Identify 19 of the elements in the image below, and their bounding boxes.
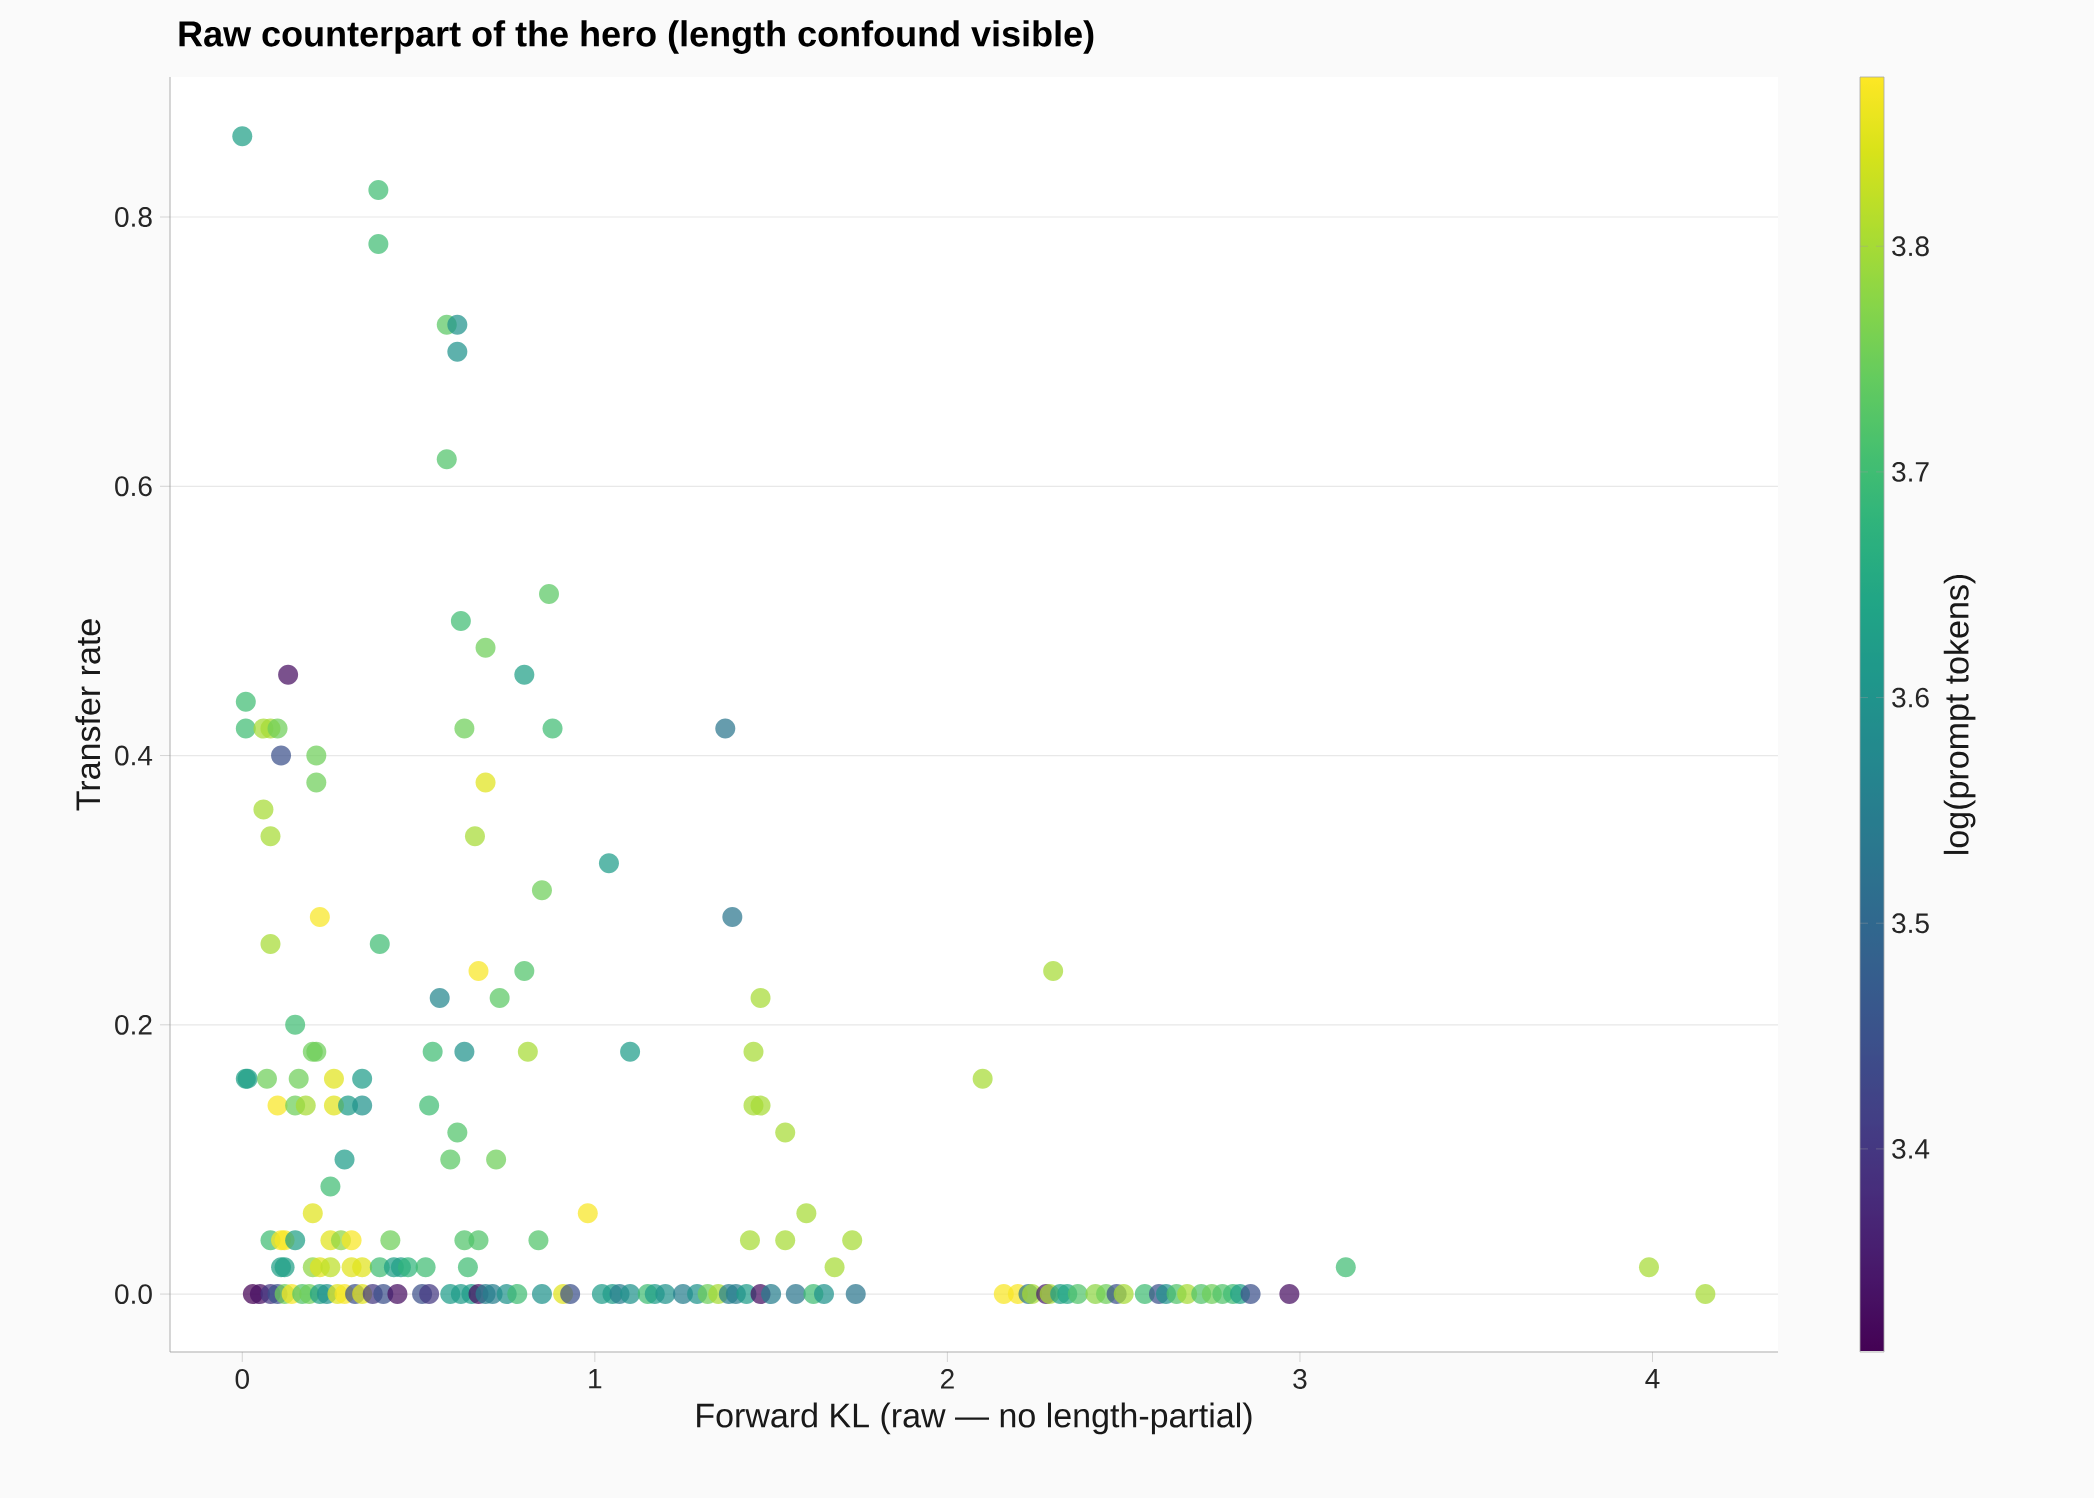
color-bar-label: 3.8	[1892, 236, 1929, 257]
y-tick-label: 0.2	[115, 1014, 152, 1035]
chart-title: Raw counterpart of the hero (length confound visible)	[179, 20, 1094, 54]
x-tick-label: 3	[1293, 1369, 1307, 1389]
y-tick-label: 0.4	[115, 745, 153, 766]
y-axis-title: Transfer rate	[75, 619, 101, 811]
x-tick-label: 2	[941, 1369, 954, 1389]
x-tick-label: 4	[1645, 1369, 1660, 1389]
color-bar-label: 3.4	[1892, 1138, 1930, 1159]
color-bar-label: 3.5	[1892, 913, 1929, 934]
x-tick-label: 0	[235, 1369, 249, 1389]
color-bar-label: 3.6	[1892, 687, 1929, 708]
y-tick-label: 0.0	[115, 1284, 152, 1305]
color-bar-title: log(prompt tokens)	[1943, 574, 1976, 854]
y-tick-label: 0.8	[115, 207, 152, 227]
y-tick-label: 0.6	[115, 476, 152, 497]
x-axis-title: Forward KL (raw — no length-partial)	[697, 1402, 1252, 1435]
x-tick-label: 1	[589, 1369, 602, 1389]
color-bar-label: 3.7	[1892, 461, 1929, 482]
